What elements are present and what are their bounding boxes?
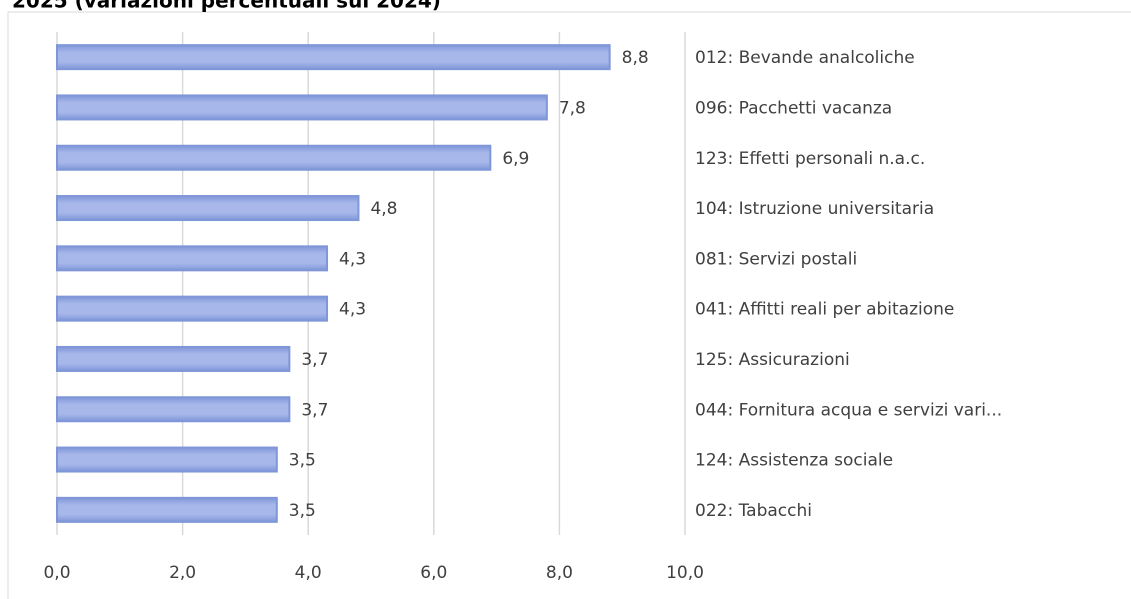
- value-label: 3,7: [301, 400, 328, 420]
- value-label: 6,9: [502, 149, 529, 169]
- bar: [56, 44, 611, 71]
- x-tick-label: 4,0: [295, 563, 322, 583]
- category-label: 044: Fornitura acqua e servizi vari...: [695, 400, 1002, 420]
- bar: [56, 195, 360, 222]
- category-label: 012: Bevande analcoliche: [695, 48, 915, 68]
- x-tick-label: 0,0: [43, 563, 70, 583]
- value-label: 4,3: [339, 300, 366, 320]
- value-label: 7,8: [559, 98, 586, 118]
- x-tick-label: 8,0: [546, 563, 573, 583]
- x-tick-label: 6,0: [420, 563, 447, 583]
- bar: [56, 295, 329, 322]
- bar: [56, 345, 291, 372]
- chart-title: 2025 (variazioni percentuali sul 2024): [12, 0, 441, 13]
- value-label: 3,7: [301, 350, 328, 370]
- value-label: 4,3: [339, 249, 366, 269]
- category-label: 125: Assicurazioni: [695, 350, 850, 370]
- x-tick-label: 10,0: [666, 563, 704, 583]
- category-label: 081: Servizi postali: [695, 249, 857, 269]
- category-label: 104: Istruzione universitaria: [695, 199, 934, 219]
- value-label: 3,5: [289, 451, 316, 471]
- x-tick-label: 2,0: [169, 563, 196, 583]
- category-label: 123: Effetti personali n.a.c.: [695, 149, 925, 169]
- category-label: 096: Pacchetti vacanza: [695, 98, 892, 118]
- value-label: 8,8: [622, 48, 649, 68]
- bar: [56, 245, 329, 272]
- bar: [56, 94, 548, 121]
- bar: [56, 496, 278, 523]
- bar: [56, 446, 278, 473]
- bar: [56, 144, 492, 171]
- value-label: 4,8: [370, 199, 397, 219]
- bar: [56, 396, 291, 423]
- category-label: 041: Affitti reali per abitazione: [695, 300, 954, 320]
- category-label: 124: Assistenza sociale: [695, 451, 893, 471]
- value-label: 3,5: [289, 501, 316, 521]
- category-label: 022: Tabacchi: [695, 501, 812, 521]
